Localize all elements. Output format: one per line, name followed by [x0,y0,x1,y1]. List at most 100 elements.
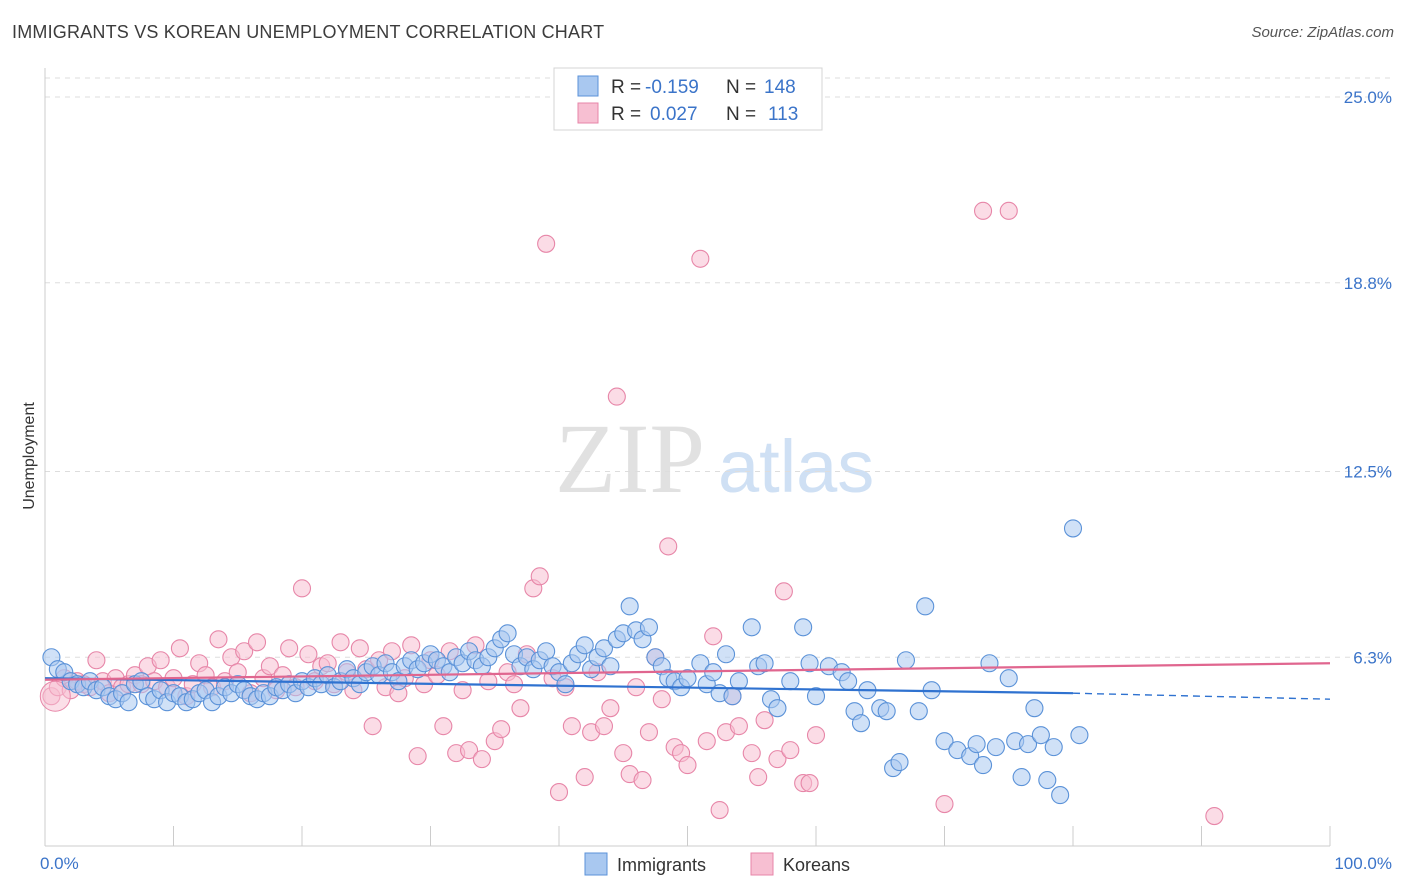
koreans-point [209,630,228,649]
koreans-point [537,234,556,253]
koreans-point [530,567,549,586]
immigrants-point [909,702,928,721]
immigrants-point [1031,726,1050,745]
trend-lines [44,662,1331,700]
x-tick-label: 100.0% [1334,854,1392,873]
legend-n-label-2: N = [726,104,756,125]
y-tick-label: 25.0% [1344,88,1392,107]
koreans-point [678,756,697,775]
immigrants-point [1038,771,1057,790]
immigrants-point [389,672,408,691]
koreans-point [935,795,954,814]
koreans-point [601,699,620,718]
koreans-point [247,633,267,652]
legend-r-value-2: 0.027 [650,104,698,125]
koreans-point [280,639,299,658]
immigrants-point [839,672,858,691]
koreans-point [350,639,369,658]
koreans-point [292,579,312,598]
koreans-point [453,681,472,700]
immigrants-point [800,654,819,673]
koreans-point [704,627,723,646]
koreans-point [768,750,787,769]
bottom-swatch-koreans [750,852,774,876]
koreans-point [235,642,254,661]
bottom-swatch-immigrants [584,852,608,876]
immigrants-point [781,672,800,691]
legend-box: R = -0.159 N = 148 R = 0.027 N = 113 [553,67,823,131]
immigrants-point [639,618,659,637]
koreans-point [331,633,350,652]
chart-source: Source: ZipAtlas.com [1251,24,1394,41]
koreans-point [749,768,768,787]
chart-title: IMMIGRANTS VS KOREAN UNEMPLOYMENT CORREL… [12,22,605,42]
koreans-point [633,771,652,790]
koreans-point [575,768,594,787]
immigrants-point [877,702,896,721]
immigrants-point [986,738,1005,757]
koreans-point [472,750,491,769]
legend-swatch-immigrants [577,75,599,97]
koreans-point [549,783,569,802]
koreans-point [973,201,993,220]
legend-swatch-koreans [577,102,599,124]
immigrants-point [806,687,826,706]
immigrants-trend-line [44,677,1074,695]
koreans-point [87,651,106,670]
immigrants-point [716,645,736,664]
bottom-legend: Immigrants Koreans [584,852,850,876]
koreans-point [697,732,716,751]
y-tick-labels: 6.3% 12.5% 18.8% 25.0% [1344,88,1392,667]
immigrants-point [896,651,916,670]
immigrants-point [851,714,871,733]
y-tick-label: 12.5% [1344,463,1392,482]
koreans-point [607,387,626,406]
legend-n-value-1: 148 [764,77,796,98]
koreans-point [511,699,530,718]
immigrants-point [1012,768,1031,787]
legend-n-label-1: N = [726,77,756,98]
legend-n-value-2: 113 [768,104,798,125]
koreans-point [691,249,710,268]
x-tick-label: 0.0% [40,854,79,873]
koreans-point [999,201,1018,220]
immigrants-point [1044,738,1063,757]
legend-r-label-1: R = [611,77,641,98]
gridlines [45,77,1392,658]
koreans-trend-line [44,662,1331,681]
bottom-legend-koreans: Koreans [783,855,850,875]
legend-r-label-2: R = [611,104,641,125]
immigrants-point [755,654,774,673]
koreans-point [562,717,581,736]
y-tick-label: 6.3% [1353,648,1392,667]
immigrants-point [916,597,935,616]
koreans-point [459,741,479,760]
koreans-point [614,744,633,763]
y-tick-label: 18.8% [1344,274,1392,293]
immigrants-point [794,618,813,637]
immigrants-point [973,756,993,775]
immigrants-point [1025,699,1044,718]
immigrants-point [768,699,787,718]
koreans-point [755,711,774,730]
immigrants-point [935,732,954,751]
koreans-point [260,657,279,676]
immigrants-point [999,669,1018,688]
koreans-point [742,744,761,763]
immigrants-point [890,753,909,772]
immigrants-trend-extension [1072,692,1331,700]
koreans-point [434,717,453,736]
koreans-point [170,639,189,658]
immigrants-point [1051,786,1070,805]
koreans-cluster-point [39,680,71,712]
immigrants-point [537,642,556,661]
y-axis-label: Unemployment [21,402,38,510]
immigrants-point [1070,726,1089,745]
immigrants-point [1018,735,1038,754]
immigrants-point [601,657,620,676]
immigrants-point [132,672,151,691]
koreans-point [800,774,819,793]
koreans-point [774,582,793,601]
immigrants-point [119,693,138,712]
